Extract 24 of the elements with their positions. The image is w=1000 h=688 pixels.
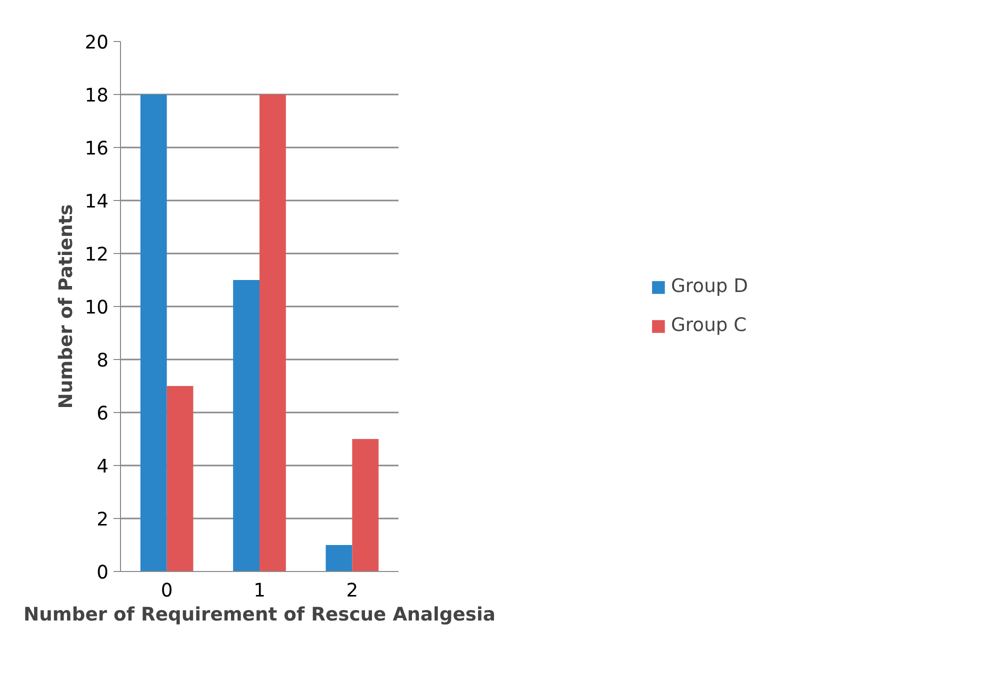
y-tick-label: 14 [84,192,109,212]
x-axis-title: Number of Requirement of Rescue Analgesia [24,604,496,626]
y-tick-label: 18 [84,86,109,106]
bar [140,94,167,572]
y-tick-label: 4 [96,456,109,478]
legend-label: Group D [670,276,748,297]
y-tick-label: 6 [96,404,109,424]
y-tick-label: 20 [84,32,109,54]
y-tick-label: 2 [96,510,109,530]
y-tick-label: 12 [84,244,109,266]
bar [326,545,352,572]
y-tick-label: 16 [84,138,109,160]
x-tick-label: 2 [346,580,358,602]
y-tick-label: 8 [96,350,109,372]
bar [260,94,286,572]
bar [166,386,194,572]
bar [352,439,379,572]
y-tick-label: 10 [84,298,109,318]
legend-label: Group C [670,315,747,336]
x-tick-label: 1 [254,580,266,602]
x-tick-label: 0 [160,580,173,602]
bar [233,280,260,572]
y-axis-title: Number of Patients [56,204,77,409]
y-tick-label: 0 [96,562,109,584]
